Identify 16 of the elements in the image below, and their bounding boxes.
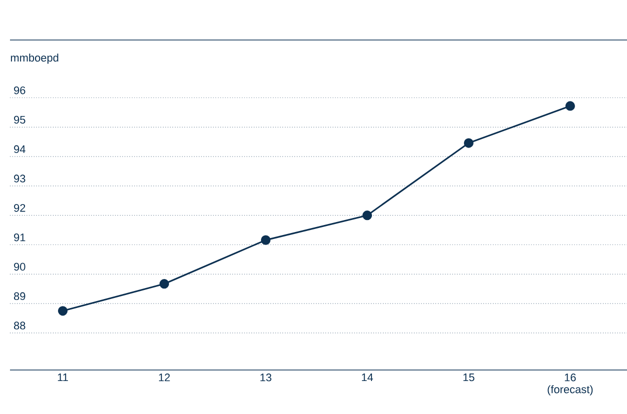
x-tick-label: 15 — [463, 374, 474, 382]
y-tick-label: 96 — [14, 86, 26, 94]
x-tick-label: 12 — [158, 374, 170, 382]
x-tick-label: 11 — [58, 374, 68, 382]
y-axis-title: mmboepd — [10, 54, 58, 64]
y-tick-label: 94 — [14, 145, 26, 154]
y-tick-label: 92 — [14, 204, 26, 212]
y-tick-label: 95 — [14, 116, 26, 124]
y-tick-label: 91 — [14, 233, 26, 242]
x-tick-label: 14 — [362, 374, 373, 382]
x-tick-label: 13 — [260, 374, 272, 382]
y-tick-label: 89 — [14, 292, 26, 300]
y-tick-label: 93 — [14, 174, 26, 182]
x-tick-label: 16 (forecast) — [548, 374, 593, 396]
y-tick-label: 90 — [14, 262, 26, 271]
y-tick-label: 88 — [14, 322, 26, 330]
